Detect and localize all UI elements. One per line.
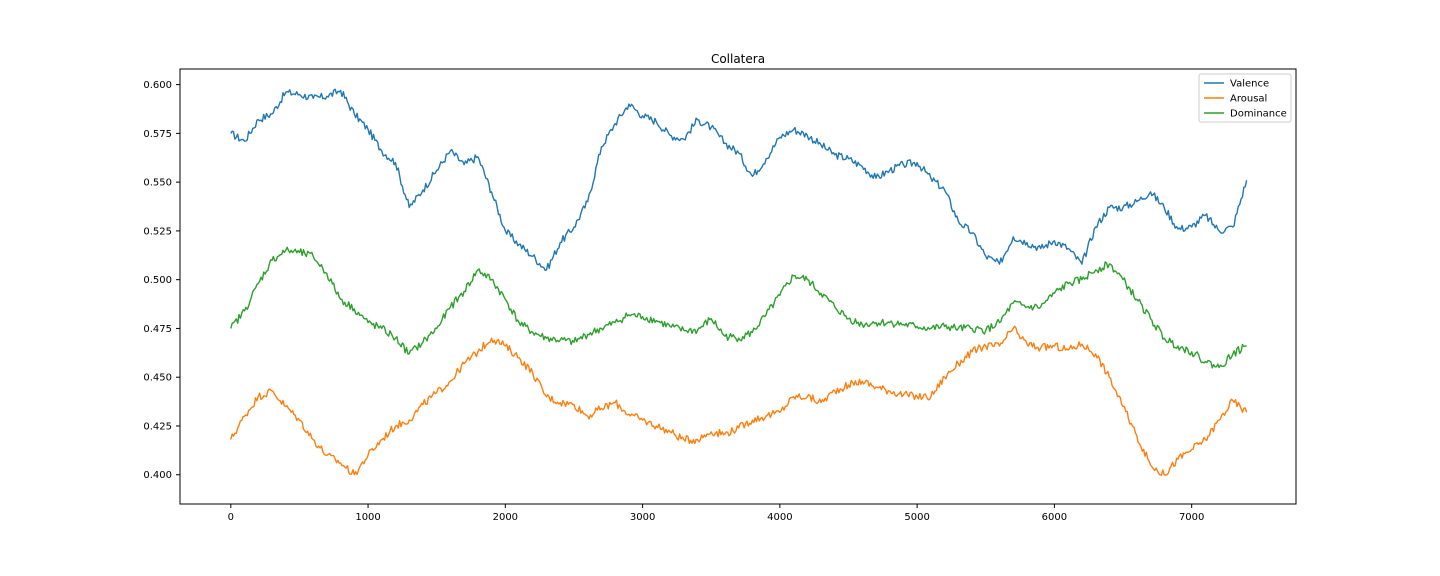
x-tick-label: 1000 [355,512,380,523]
legend-label-valence: Valence [1230,79,1269,90]
y-tick-label: 0.450 [143,373,172,384]
x-tick-label: 5000 [904,512,929,523]
plot-area-frame [179,68,1297,505]
series-layer [230,88,1248,476]
x-tick-label: 6000 [1042,512,1067,523]
x-axis: 0 1000 2000 3000 4000 5000 6000 7000 [228,504,1204,523]
y-tick-label: 0.600 [143,80,172,91]
x-tick-label: 3000 [630,512,655,523]
x-tick-label: 0 [228,512,234,523]
y-axis: 0.400 0.425 0.450 0.475 0.500 0.525 0.550 0.575… [143,80,180,481]
x-tick-label: 7000 [1179,512,1204,523]
legend-label-arousal: Arousal [1230,94,1267,105]
y-tick-label: 0.575 [143,129,172,140]
legend: Valence Arousal Dominance [1198,73,1292,123]
x-tick-label: 4000 [767,512,792,523]
y-tick-label: 0.400 [143,470,172,481]
series-line-valence [230,88,1248,271]
legend-box [1198,73,1292,123]
y-tick-label: 0.550 [143,178,172,189]
y-tick-label: 0.475 [143,324,172,335]
chart-title: Collatera [711,52,765,66]
y-tick-label: 0.425 [143,421,172,432]
y-tick-label: 0.500 [143,275,172,286]
x-tick-label: 2000 [493,512,518,523]
y-tick-label: 0.525 [143,226,172,237]
series-line-dominance [230,246,1247,369]
series-line-arousal [230,325,1248,476]
legend-label-dominance: Dominance [1230,109,1287,120]
